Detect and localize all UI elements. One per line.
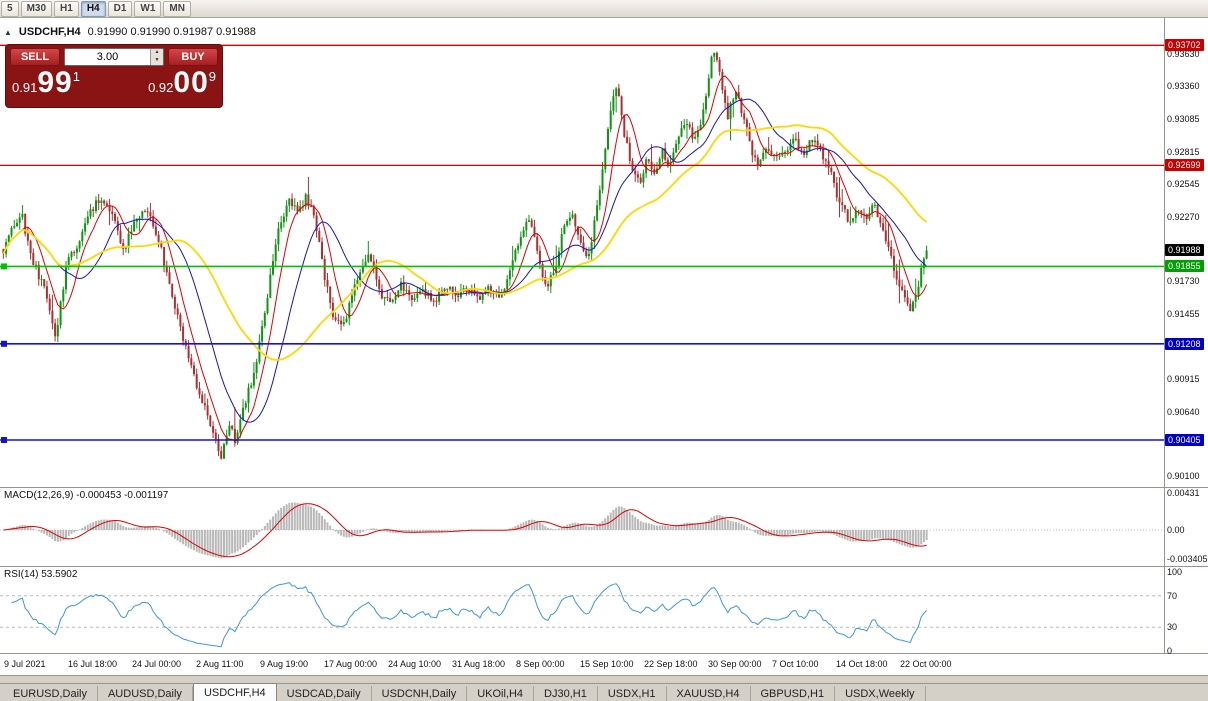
- chart-tab-usdchf-h4[interactable]: USDCHF,H4: [192, 683, 277, 701]
- timeframe-button-h4[interactable]: H4: [80, 0, 106, 17]
- time-axis-label: 2 Aug 11:00: [196, 659, 244, 669]
- price-axis-label: 0.90915: [1167, 373, 1200, 384]
- rsi-label: RSI(14) 53.5902: [4, 569, 78, 580]
- chart-symbol-label: USDCHF,H4: [18, 26, 81, 38]
- ask-prefix: 0.92: [148, 80, 174, 95]
- bid-big-digits: 99: [37, 66, 73, 99]
- time-axis-label: 31 Aug 18:00: [452, 659, 506, 669]
- time-axis-label: 24 Aug 10:00: [388, 659, 442, 669]
- chart-tab-xauusd-h4[interactable]: XAUUSD,H4: [667, 686, 751, 701]
- macd-axis-label: -0.003405: [1167, 554, 1208, 565]
- rsi-axis-label: 0: [1167, 646, 1173, 656]
- chart-tab-usdcnh-daily[interactable]: USDCNH,Daily: [372, 686, 468, 701]
- price-axis-label: 0.93360: [1167, 81, 1200, 92]
- rsi-axis-label: 70: [1167, 590, 1178, 601]
- price-axis-label: 0.91455: [1167, 309, 1200, 320]
- macd-axis-label: 0.00: [1167, 525, 1185, 535]
- time-axis-label: 15 Sep 10:00: [580, 659, 634, 669]
- sell-button[interactable]: SELL: [10, 48, 60, 66]
- time-axis-label: 9 Jul 2021: [4, 659, 46, 669]
- chart-tab-usdx-weekly[interactable]: USDX,Weekly: [835, 686, 926, 701]
- price-axis-label: 0.92270: [1167, 211, 1200, 222]
- one-click-collapse-icon[interactable]: ▲: [4, 27, 12, 37]
- time-axis-label: 8 Sep 00:00: [516, 659, 565, 669]
- volume-up-icon[interactable]: ▲: [151, 49, 163, 57]
- ask-price[interactable]: 0.92 00 9: [148, 67, 216, 99]
- macd-axis-label: 0.00431: [1167, 488, 1200, 498]
- chart-tab-dj30-h1[interactable]: DJ30,H1: [534, 686, 598, 701]
- price-badge: 0.91855: [1165, 260, 1204, 273]
- time-axis-label: 22 Sep 18:00: [644, 659, 698, 669]
- time-axis-label: 7 Oct 10:00: [772, 659, 819, 669]
- chart-tab-eurusd-daily[interactable]: EURUSD,Daily: [3, 686, 98, 701]
- bid-sup-digit: 1: [72, 69, 80, 84]
- time-axis-label: 9 Aug 19:00: [260, 659, 309, 669]
- macd-label: MACD(12,26,9) -0.000453 -0.001197: [4, 490, 169, 501]
- chart-tab-audusd-daily[interactable]: AUDUSD,Daily: [98, 686, 193, 701]
- price-axis-label: 0.92815: [1167, 146, 1200, 157]
- timeframe-toolbar: 5 M30 H1 H4 D1 W1 MN: [0, 0, 1208, 18]
- chart-tab-usdcad-daily[interactable]: USDCAD,Daily: [277, 686, 372, 701]
- timeframe-button-w1[interactable]: W1: [134, 0, 162, 17]
- timeframe-button-m30[interactable]: M30: [20, 0, 53, 17]
- price-axis-label: 0.91730: [1167, 276, 1200, 287]
- price-axis-label: 0.93085: [1167, 114, 1200, 125]
- bid-price[interactable]: 0.91 99 1: [12, 67, 80, 99]
- volume-input[interactable]: [65, 49, 150, 65]
- time-axis-label: 16 Jul 18:00: [68, 659, 118, 669]
- timeframe-button-d1[interactable]: D1: [107, 0, 133, 17]
- price-badge: 0.93702: [1165, 39, 1204, 52]
- price-badge: 0.91988: [1165, 244, 1204, 257]
- volume-field: ▲ ▼: [64, 48, 164, 66]
- chart-tab-gbpusd-h1[interactable]: GBPUSD,H1: [751, 686, 836, 701]
- timeframe-button-mn[interactable]: MN: [163, 0, 191, 17]
- timeframe-button-h1[interactable]: H1: [54, 0, 79, 17]
- chart-tab-usdx-h1[interactable]: USDX,H1: [598, 686, 667, 701]
- time-axis-label: 30 Sep 00:00: [708, 659, 762, 669]
- time-axis-label: 24 Jul 00:00: [132, 659, 182, 669]
- price-badge: 0.91208: [1165, 337, 1204, 350]
- volume-stepper: ▲ ▼: [150, 49, 163, 65]
- ask-sup-digit: 9: [208, 69, 216, 84]
- price-axis-label: 0.92545: [1167, 178, 1200, 189]
- rsi-axis-label: 100: [1167, 567, 1183, 577]
- bid-prefix: 0.91: [12, 80, 38, 95]
- chart-tabs-bar: EURUSD,Daily AUDUSD,Daily USDCHF,H4 USDCAD,…: [0, 683, 1208, 701]
- time-axis-label: 22 Oct 00:00: [900, 659, 952, 669]
- price-axis-label: 0.90100: [1167, 471, 1200, 482]
- timeframe-button-5[interactable]: 5: [1, 0, 19, 17]
- ask-big-digits: 00: [173, 66, 209, 99]
- price-axis-label: 0.93630: [1167, 48, 1200, 59]
- chart-header: ▲ USDCHF,H4 0.91990 0.91990 0.91987 0.91…: [4, 26, 256, 38]
- price-badge: 0.90405: [1165, 433, 1204, 446]
- time-axis-label: 14 Oct 18:00: [836, 659, 888, 669]
- chart-canvas[interactable]: [0, 18, 1208, 676]
- buy-button[interactable]: BUY: [168, 48, 218, 66]
- one-click-trading-panel: SELL ▲ ▼ BUY 0.91 99 1 0.92 00 9: [5, 44, 223, 108]
- time-axis-label: 17 Aug 00:00: [324, 659, 378, 669]
- chart-tab-ukoil-h4[interactable]: UKOil,H4: [467, 686, 535, 701]
- chart-ohlc-label: 0.91990 0.91990 0.91987 0.91988: [87, 26, 256, 38]
- price-badge: 0.92699: [1165, 159, 1204, 172]
- chart-window: ▲ USDCHF,H4 0.91990 0.91990 0.91987 0.91…: [0, 18, 1208, 676]
- volume-down-icon[interactable]: ▼: [151, 57, 163, 65]
- rsi-axis-label: 30: [1167, 622, 1178, 633]
- price-axis-label: 0.90640: [1167, 406, 1200, 417]
